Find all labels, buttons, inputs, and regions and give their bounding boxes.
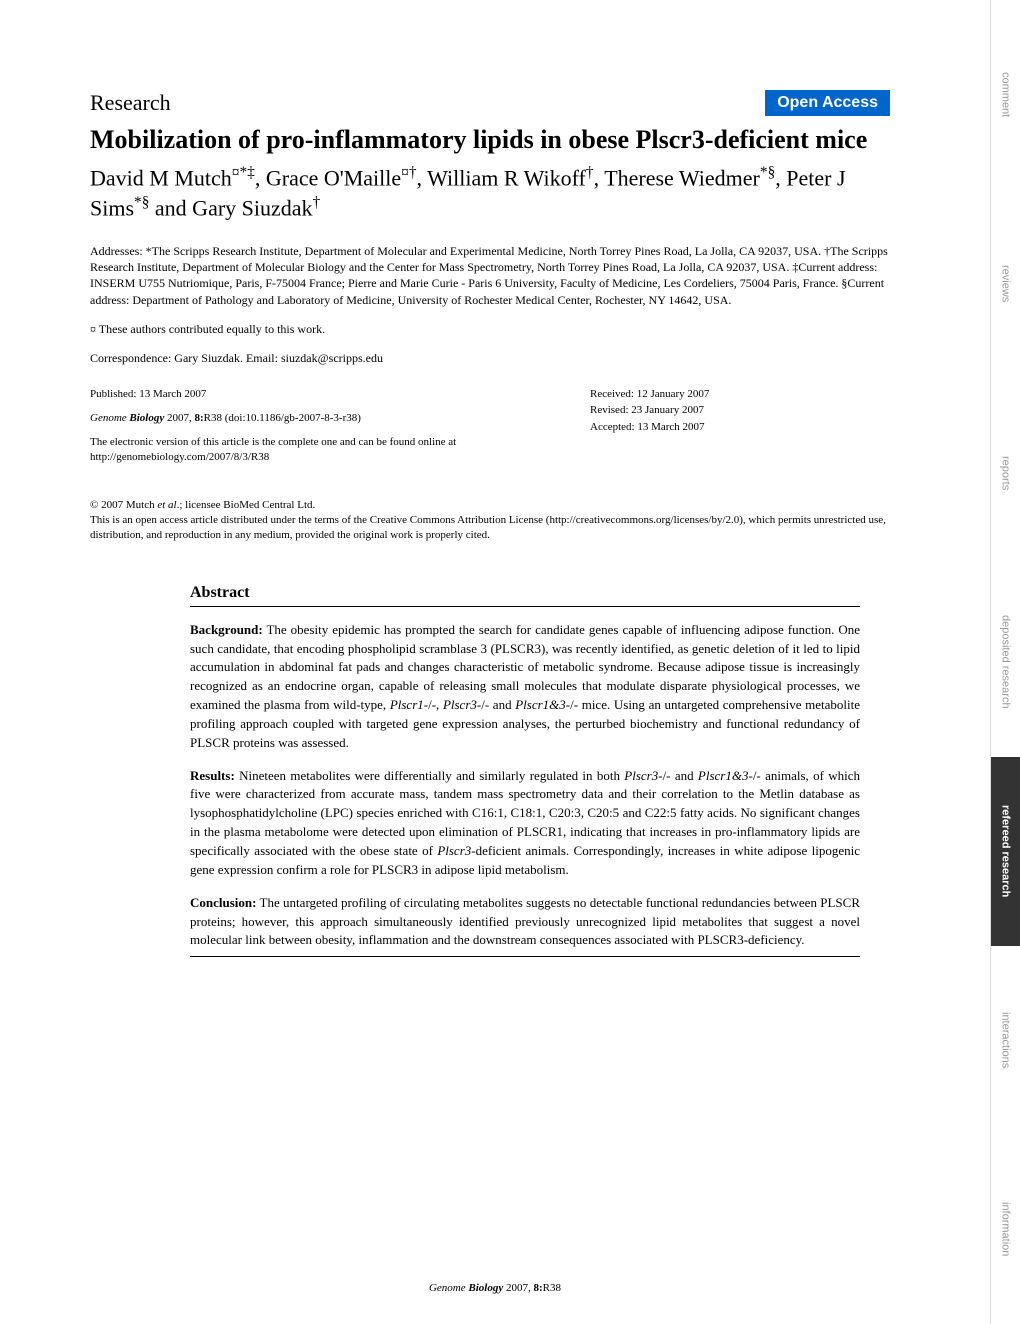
electronic-version: The electronic version of this article i… [90,435,470,466]
copyright-prefix: © 2007 Mutch [90,499,157,511]
published-date: Published: 13 March 2007 [90,386,470,403]
pub-left: Published: 13 March 2007 Genome Biology … [90,386,470,484]
copyright-license: This is an open access article distribut… [90,514,886,541]
footer: Genome Biology 2007, 8:R38 [0,1282,990,1294]
pub-right: Received: 12 January 2007 Revised: 23 Ja… [590,386,709,484]
authors: David M Mutch¤*‡, Grace O'Maille¤†, Will… [90,163,890,223]
sidebar-item-interactions[interactable]: interactions [990,946,1020,1135]
results-gene1: Plscr3 [624,768,658,783]
copyright: © 2007 Mutch et al.; licensee BioMed Cen… [90,498,890,544]
abstract-title: Abstract [190,584,860,602]
sidebar-item-information[interactable]: information [990,1135,1020,1324]
results-gene2: Plscr1&3 [698,768,749,783]
abstract-rule-top [190,606,860,607]
background-label: Background: [190,622,263,637]
results-label: Results: [190,768,235,783]
journal-pages: R38 (doi:10.1186/gb-2007-8-3-r38) [204,412,361,424]
background-gene3: Plscr1&3 [515,697,566,712]
journal-name-bold: Biology [129,412,164,424]
article-title: Mobilization of pro-inflammatory lipids … [90,124,890,155]
header-row: Research Open Access [90,90,890,116]
background-mid1: -/-, [424,697,443,712]
copyright-etal: et al [157,499,176,511]
sidebar-item-refereed[interactable]: refereed research [990,757,1020,946]
abstract-conclusion: Conclusion: The untargeted profiling of … [190,894,860,951]
results-text2: -/- and [658,768,698,783]
copyright-suffix: .; licensee BioMed Central Ltd. [177,499,316,511]
journal-volume: 8: [195,412,204,424]
research-label: Research [90,90,171,116]
abstract-results: Results: Nineteen metabolites were diffe… [190,767,860,880]
accepted-date: Accepted: 13 March 2007 [590,419,709,436]
sidebar-nav: comment reviews reports deposited resear… [990,0,1020,1324]
sidebar-item-reviews[interactable]: reviews [990,189,1020,378]
received-date: Received: 12 January 2007 [590,386,709,403]
footer-volume: 8: [533,1282,542,1294]
addresses: Addresses: *The Scripps Research Institu… [90,243,890,308]
journal-name-prefix: Genome [90,412,129,424]
journal-ref: Genome Biology 2007, 8:R38 (doi:10.1186/… [90,410,470,427]
abstract-container: Abstract Background: The obesity epidemi… [190,584,860,958]
conclusion-text: The untargeted profiling of circulating … [190,895,860,948]
results-text1: Nineteen metabolites were differentially… [235,768,625,783]
background-gene2: Plscr3 [443,697,477,712]
background-gene1: Plscr1 [390,697,424,712]
correspondence: Correspondence: Gary Siuzdak. Email: siu… [90,351,890,366]
publication-info: Published: 13 March 2007 Genome Biology … [90,386,890,484]
sidebar-item-comment[interactable]: comment [990,0,1020,189]
sidebar-item-deposited[interactable]: deposited research [990,567,1020,756]
footer-pages: R38 [543,1282,561,1294]
open-access-badge: Open Access [765,90,890,116]
contributed-note: ¤ These authors contributed equally to t… [90,322,890,337]
abstract-background: Background: The obesity epidemic has pro… [190,621,860,753]
journal-year: 2007, [164,412,194,424]
footer-journal-bold: Biology [468,1282,503,1294]
conclusion-label: Conclusion: [190,895,256,910]
footer-journal-prefix: Genome [429,1282,468,1294]
results-gene3: Plscr3 [437,843,471,858]
revised-date: Revised: 23 January 2007 [590,402,709,419]
main-content: Research Open Access Mobilization of pro… [0,0,990,1011]
sidebar-item-reports[interactable]: reports [990,378,1020,567]
abstract-rule-bottom [190,956,860,957]
background-mid2: -/- and [477,697,515,712]
footer-year: 2007, [503,1282,533,1294]
